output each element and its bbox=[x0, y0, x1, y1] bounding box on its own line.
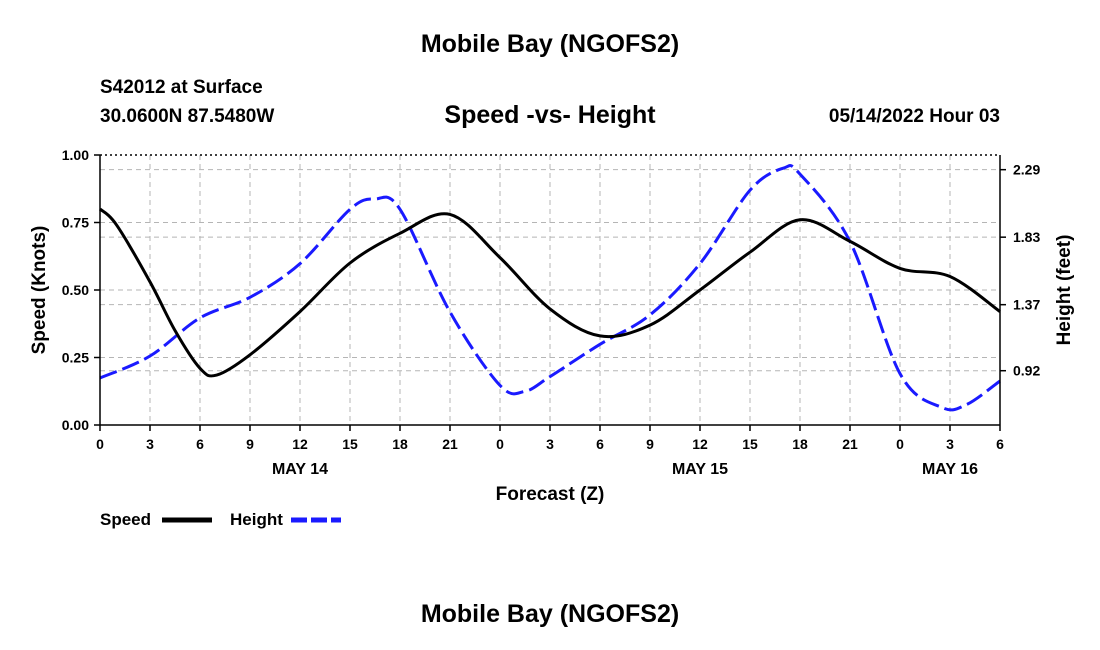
legend: Speed Height bbox=[100, 510, 341, 529]
x-tick-label: 6 bbox=[196, 436, 204, 452]
grid bbox=[100, 155, 1000, 425]
forecast-datetime: 05/14/2022 Hour 03 bbox=[828, 106, 1000, 127]
date-label: MAY 15 bbox=[672, 461, 728, 478]
y-right-tick-label: 0.92 bbox=[1013, 363, 1040, 379]
series-line-height bbox=[99, 164, 1001, 412]
x-tick-label: 15 bbox=[342, 436, 358, 452]
x-tick-label: 9 bbox=[646, 436, 654, 452]
y-left-tick-label: 1.00 bbox=[62, 147, 89, 163]
y-right-axis-title: Height (feet) bbox=[1054, 235, 1075, 346]
y-left-tick-label: 0.75 bbox=[62, 215, 89, 231]
y-right-tick-label: 2.29 bbox=[1013, 162, 1040, 178]
x-tick-label: 21 bbox=[442, 436, 458, 452]
x-tick-label: 12 bbox=[692, 436, 708, 452]
x-tick-label: 6 bbox=[996, 436, 1004, 452]
x-tick-label: 6 bbox=[596, 436, 604, 452]
y-left-tick-label: 0.25 bbox=[62, 350, 89, 366]
x-tick-label: 0 bbox=[496, 436, 504, 452]
chart-subtitle: Speed -vs- Height bbox=[444, 101, 656, 129]
x-tick-label: 12 bbox=[292, 436, 308, 452]
x-tick-label: 0 bbox=[896, 436, 904, 452]
x-tick-label: 3 bbox=[546, 436, 554, 452]
axis-labels: 0 3 6 9 12 15 18 21 0 3 6 9 12 15 18 21 0 3 6 MAY 14 MAY 15 M… bbox=[62, 147, 1041, 478]
date-label: MAY 14 bbox=[272, 461, 328, 478]
legend-height-label: Height bbox=[230, 510, 283, 529]
y-right-tick-label: 1.83 bbox=[1013, 229, 1040, 245]
x-tick-label: 9 bbox=[246, 436, 254, 452]
x-tick-label: 18 bbox=[392, 436, 408, 452]
x-tick-label: 3 bbox=[946, 436, 954, 452]
y-right-tick-label: 1.37 bbox=[1013, 297, 1040, 313]
date-label: MAY 16 bbox=[922, 461, 978, 478]
y-left-tick-label: 0.50 bbox=[62, 282, 89, 298]
x-axis-title: Forecast (Z) bbox=[496, 484, 605, 505]
x-tick-label: 18 bbox=[792, 436, 808, 452]
station-label: S42012 at Surface bbox=[100, 77, 263, 98]
x-tick-label: 3 bbox=[146, 436, 154, 452]
footer-title: Mobile Bay (NGOFS2) bbox=[420, 600, 680, 628]
x-tick-label: 21 bbox=[842, 436, 858, 452]
y-left-axis-title: Speed (Knots) bbox=[29, 226, 50, 355]
x-tick-label: 15 bbox=[742, 436, 758, 452]
series-layer bbox=[98, 164, 1001, 412]
station-coordinates: 30.0600N 87.5480W bbox=[100, 106, 275, 127]
y-left-tick-label: 0.00 bbox=[62, 417, 89, 433]
x-tick-label: 0 bbox=[96, 436, 104, 452]
series-line-speed bbox=[98, 207, 1001, 378]
axes bbox=[94, 154, 1006, 431]
page-title: Mobile Bay (NGOFS2) bbox=[420, 30, 680, 58]
legend-speed-label: Speed bbox=[100, 510, 151, 529]
